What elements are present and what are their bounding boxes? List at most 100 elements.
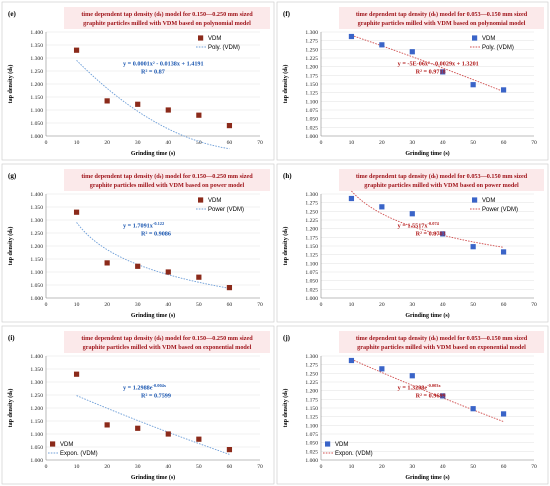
data-point <box>379 42 385 48</box>
x-tick-label: 30 <box>135 302 141 308</box>
data-point <box>409 49 415 55</box>
data-point <box>500 411 507 417</box>
x-tick-label: 60 <box>227 302 233 308</box>
legend-marker <box>472 35 478 41</box>
data-point <box>409 211 415 217</box>
fit-equation: y = 1.2988e-0.004x <box>123 383 167 392</box>
x-tick-label: 40 <box>165 464 171 470</box>
trendline <box>351 34 504 93</box>
x-tick-label: 70 <box>531 464 537 470</box>
y-tick-label: 1.025 <box>305 125 318 131</box>
y-tick-label: 1.050 <box>30 445 43 451</box>
panel-letter: (j) <box>283 334 291 342</box>
x-tick-label: 40 <box>440 302 446 308</box>
data-point <box>379 204 385 210</box>
fit-r-squared: R² = 0.87 <box>141 68 165 75</box>
data-point <box>165 107 171 113</box>
panel-letter: (i) <box>8 334 15 342</box>
x-tick-label: 0 <box>320 464 323 470</box>
chart-panel-e: (e) time dependent tap density (dₜ) model… <box>1 1 275 161</box>
x-tick-label: 30 <box>135 464 141 470</box>
y-tick-label: 1.275 <box>305 201 318 207</box>
y-tick-label: 1.300 <box>30 218 43 224</box>
x-tick-label: 40 <box>440 140 446 146</box>
y-tick-label: 1.250 <box>30 231 43 237</box>
y-axis-label: tap density (dₜ) <box>7 389 14 428</box>
x-tick-label: 0 <box>45 464 48 470</box>
legend-marker <box>198 35 204 41</box>
y-tick-label: 1.250 <box>30 393 43 399</box>
y-tick-label: 1.350 <box>30 367 43 373</box>
y-tick-label: 1.400 <box>30 354 43 360</box>
y-tick-label: 1.100 <box>30 270 43 276</box>
legend-trend-label: Poly. (VDM) <box>482 45 514 51</box>
y-axis-label: tap density (dₜ) <box>282 65 289 104</box>
chart-title-line1: time dependent tap density (dₜ) model fo… <box>81 11 253 18</box>
title-background <box>339 169 544 191</box>
data-point <box>440 231 446 237</box>
x-tick-label: 40 <box>165 140 171 146</box>
y-tick-label: 1.150 <box>305 244 318 250</box>
data-point <box>348 357 355 364</box>
y-tick-label: 1.300 <box>305 30 318 36</box>
chart-panel-j: (j) time dependent tap density (dₜ) model… <box>276 325 549 485</box>
x-tick-label: 0 <box>320 302 323 308</box>
x-tick-label: 10 <box>74 140 80 146</box>
x-tick-label: 20 <box>104 302 110 308</box>
y-tick-label: 1.150 <box>305 82 318 88</box>
y-tick-label: 1.050 <box>30 121 43 127</box>
y-tick-label: 1.275 <box>305 363 318 369</box>
y-tick-label: 1.100 <box>305 261 318 267</box>
legend-marker <box>472 197 478 203</box>
y-tick-label: 1.200 <box>30 244 43 250</box>
y-tick-label: 1.025 <box>305 449 318 455</box>
chart-title-line2: graphite particles milled with VDM based… <box>83 20 251 27</box>
y-tick-label: 1.000 <box>305 458 318 464</box>
trendline <box>76 59 230 150</box>
y-tick-label: 1.050 <box>30 283 43 289</box>
data-point <box>73 209 80 215</box>
y-tick-label: 1.000 <box>30 296 43 302</box>
y-tick-label: 1.175 <box>305 235 318 241</box>
y-tick-label: 1.000 <box>305 296 318 302</box>
x-axis-label: Grinding time (s) <box>405 474 449 481</box>
x-tick-label: 50 <box>470 302 476 308</box>
data-point <box>500 87 507 93</box>
y-tick-label: 1.100 <box>30 432 43 438</box>
x-tick-label: 20 <box>379 464 385 470</box>
data-point <box>104 260 110 266</box>
panel-letter: (e) <box>8 10 16 18</box>
chart-title-line1: time dependent tap density (dₜ) model fo… <box>81 335 253 342</box>
fit-r-squared: R² = 0.9718 <box>416 68 446 75</box>
x-tick-label: 70 <box>257 302 263 308</box>
y-tick-label: 1.050 <box>305 279 318 285</box>
legend-series-label: VDM <box>482 198 495 204</box>
x-tick-label: 60 <box>501 464 507 470</box>
x-tick-label: 0 <box>45 140 48 146</box>
data-point <box>470 406 476 412</box>
y-tick-label: 1.075 <box>305 270 318 276</box>
x-axis-label: Grinding time (s) <box>405 150 449 157</box>
x-tick-label: 50 <box>196 140 202 146</box>
x-tick-label: 10 <box>74 302 80 308</box>
chart-title-line2: graphite particles milled with VDM based… <box>358 20 526 27</box>
x-tick-label: 20 <box>379 140 385 146</box>
y-axis-label: tap density (dₜ) <box>7 227 14 266</box>
y-tick-label: 1.225 <box>305 218 318 224</box>
y-tick-label: 1.400 <box>30 192 43 198</box>
data-point <box>196 112 202 118</box>
chart-title-line2: graphite particles milled with VDM based… <box>364 182 519 189</box>
y-tick-label: 1.075 <box>305 108 318 114</box>
x-tick-label: 30 <box>409 464 415 470</box>
chart-panel-i: (i) time dependent tap density (dₜ) model… <box>1 325 275 485</box>
chart-panel-h: (h) time dependent tap density (dₜ) model… <box>276 163 549 323</box>
trendline <box>76 395 230 455</box>
legend-marker <box>198 197 204 203</box>
fit-equation: y = 1.5517x-0.074 <box>398 221 440 230</box>
y-tick-label: 1.125 <box>305 91 318 97</box>
title-background <box>339 7 544 29</box>
y-tick-label: 1.350 <box>30 43 43 49</box>
chart-title-line1: time dependent tap density (dₜ) model fo… <box>81 173 253 180</box>
x-tick-label: 50 <box>470 140 476 146</box>
x-axis-label: Grinding time (s) <box>405 312 449 319</box>
